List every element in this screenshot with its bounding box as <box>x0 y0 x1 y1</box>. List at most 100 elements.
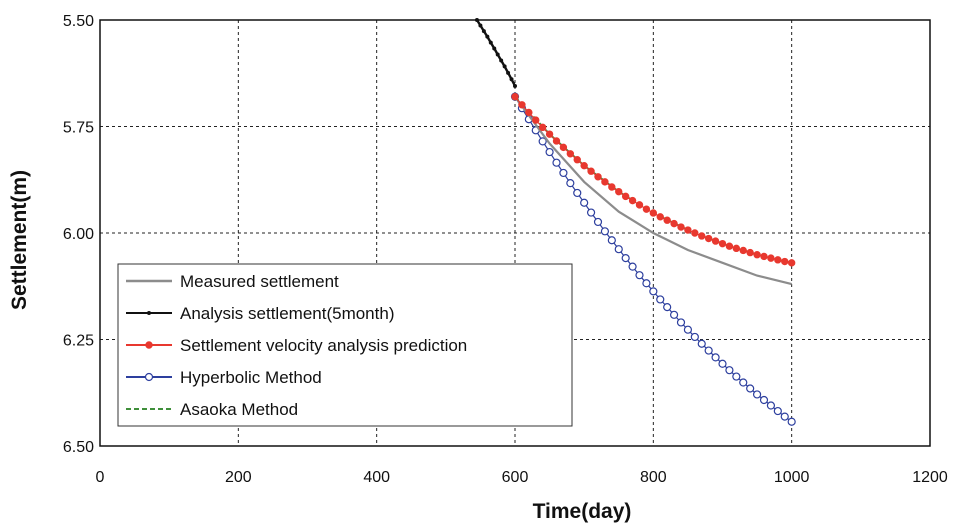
legend-marker <box>144 372 154 382</box>
data-point <box>559 168 568 178</box>
data-point <box>656 295 665 304</box>
data-point <box>774 256 782 264</box>
data-point <box>698 232 706 240</box>
data-point <box>635 271 644 280</box>
data-point <box>593 217 603 227</box>
data-point <box>677 223 685 231</box>
plot-area-border <box>99 19 931 447</box>
data-point <box>586 208 596 217</box>
data-point <box>600 227 610 236</box>
data-point <box>725 366 734 375</box>
data-point <box>511 92 519 101</box>
data-point <box>670 219 678 228</box>
data-point <box>780 412 789 421</box>
data-point <box>538 137 547 146</box>
data-point <box>759 395 769 405</box>
data-point <box>739 378 748 387</box>
legend-item: Analysis settlement(5month) <box>126 304 394 323</box>
data-point <box>732 372 741 381</box>
data-point <box>711 353 720 362</box>
data-point <box>691 229 699 237</box>
data-point <box>573 188 582 198</box>
data-point <box>552 158 561 167</box>
data-point <box>676 318 686 327</box>
data-point <box>552 137 561 145</box>
data-point <box>718 239 727 248</box>
legend: Measured settlement Analysis settlement(5… <box>117 263 573 427</box>
data-point <box>732 244 741 253</box>
data-point <box>580 198 589 207</box>
y-tick-label: 5.50 <box>63 13 94 30</box>
legend-label: Measured settlement <box>180 272 339 291</box>
data-point <box>746 384 755 393</box>
data-point <box>621 192 630 201</box>
data-point <box>752 390 762 399</box>
x-tick-labels: 0 200 400 600 800 1000 1200 <box>96 469 948 486</box>
data-point <box>718 359 727 368</box>
data-point <box>766 401 776 410</box>
legend-item: Asaoka Method <box>126 400 298 419</box>
data-point <box>506 70 511 75</box>
data-point <box>587 167 595 175</box>
y-tick-label: 6.50 <box>63 439 94 456</box>
data-point <box>663 216 671 224</box>
data-point <box>513 84 517 89</box>
x-tick-label: 600 <box>502 469 529 486</box>
y-axis-title: Settlement(m) <box>8 170 31 310</box>
data-point <box>669 310 679 319</box>
legend-item: Hyperbolic Method <box>126 368 322 387</box>
series-layer <box>474 18 796 426</box>
legend-items: Measured settlement Analysis settlement(5… <box>126 272 467 419</box>
data-point <box>773 406 782 416</box>
data-point <box>663 303 672 312</box>
legend-item: Measured settlement <box>126 272 339 291</box>
data-point <box>642 279 651 288</box>
data-point <box>690 332 699 342</box>
data-point <box>628 262 637 271</box>
data-point <box>502 64 507 69</box>
legend-label: Settlement velocity analysis prediction <box>180 336 467 355</box>
legend-label: Hyperbolic Method <box>180 368 322 387</box>
data-point <box>615 187 623 196</box>
data-point <box>787 417 796 426</box>
data-point <box>608 183 616 191</box>
legend-label: Analysis settlement(5month) <box>180 304 394 323</box>
data-point <box>704 346 713 355</box>
y-tick-label: 6.00 <box>63 226 94 243</box>
legend-item: Settlement velocity analysis prediction <box>126 336 467 355</box>
data-point <box>711 237 720 245</box>
data-point <box>683 325 693 334</box>
x-tick-label: 1000 <box>774 469 810 486</box>
data-point <box>594 173 602 181</box>
data-point <box>739 246 747 255</box>
data-point <box>601 178 609 186</box>
data-point <box>753 251 761 259</box>
data-point <box>767 254 775 262</box>
data-point <box>649 287 658 296</box>
data-point <box>628 196 637 205</box>
data-point <box>566 179 575 188</box>
data-point <box>478 23 483 28</box>
data-point <box>781 257 789 266</box>
data-point <box>656 213 664 221</box>
x-axis-title: Time(day) <box>533 500 632 523</box>
series-2 <box>511 92 796 267</box>
legend-marker <box>147 311 151 315</box>
data-point <box>621 254 630 263</box>
data-point <box>704 234 713 243</box>
x-tick-label: 1200 <box>912 469 948 486</box>
data-point <box>614 245 623 254</box>
data-point <box>725 242 734 250</box>
data-point <box>474 18 479 22</box>
data-point <box>488 40 493 45</box>
legend-box <box>117 263 573 427</box>
data-point <box>532 116 540 124</box>
data-point <box>760 252 768 261</box>
data-point <box>566 150 575 158</box>
data-point <box>545 130 554 138</box>
data-point <box>607 236 616 245</box>
legend-label: Asaoka Method <box>180 400 298 419</box>
y-tick-labels: 5.50 5.75 6.00 6.25 6.50 <box>63 13 94 456</box>
data-point <box>518 101 526 109</box>
